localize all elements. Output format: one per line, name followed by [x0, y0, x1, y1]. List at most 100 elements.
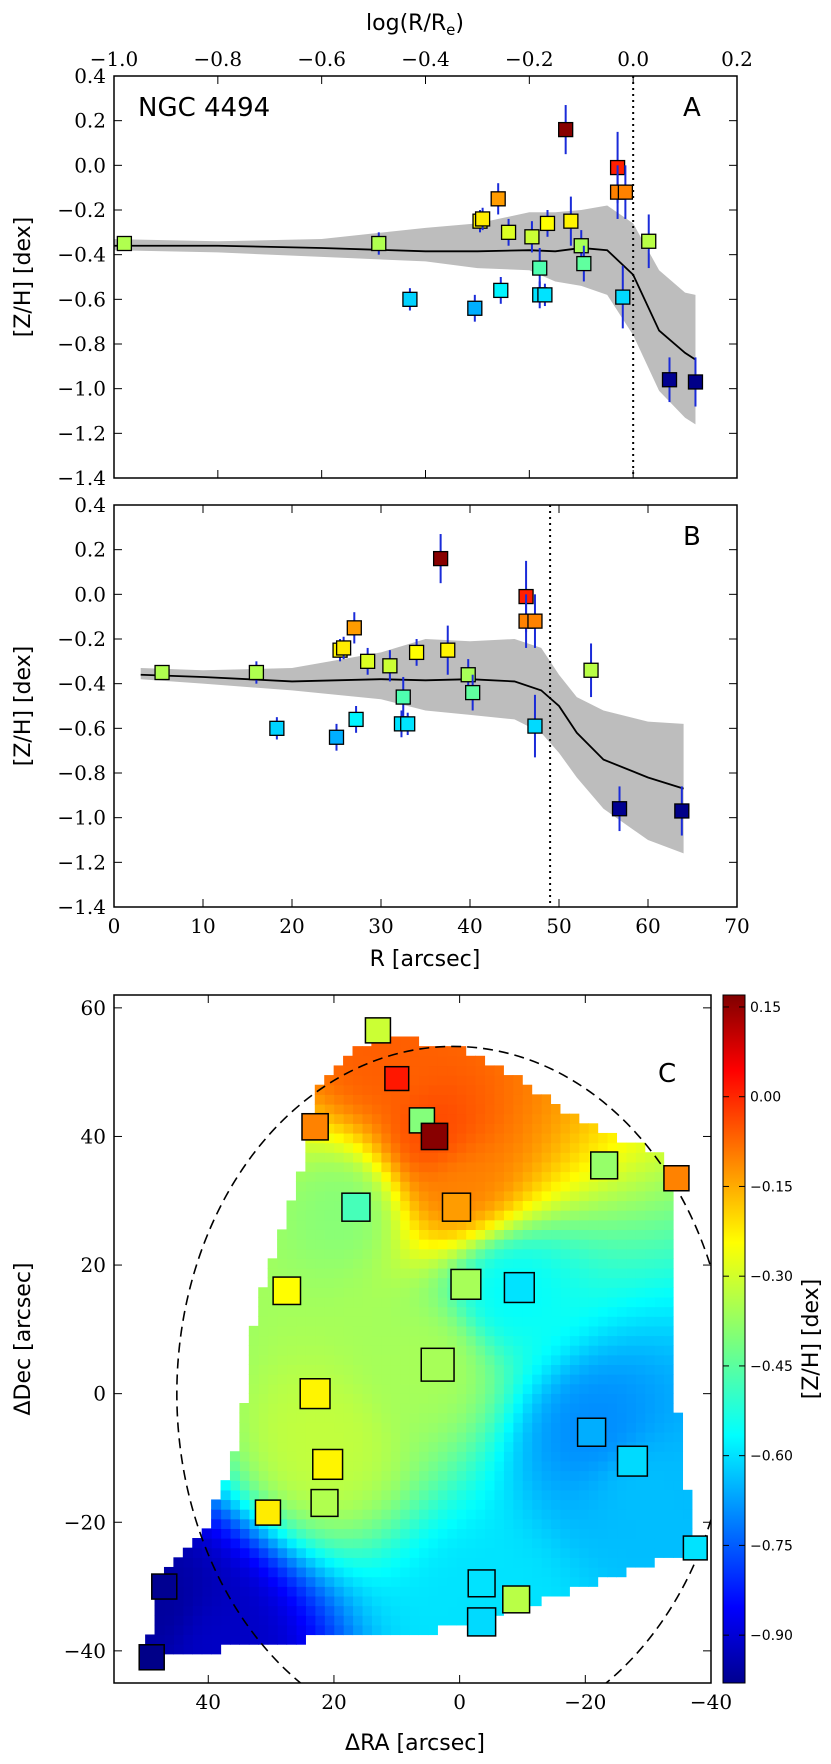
- heatmap-cell: [465, 1383, 476, 1394]
- heatmap-cell: [541, 1374, 552, 1385]
- heatmap-cell: [597, 1383, 608, 1394]
- heatmap-cell: [531, 1412, 542, 1423]
- heatmap-cell: [550, 1383, 561, 1394]
- heatmap-cell: [333, 1335, 344, 1346]
- data-point: [558, 105, 574, 155]
- heatmap-cell: [324, 1547, 335, 1558]
- heatmap-cell: [654, 1509, 665, 1520]
- heatmap-cell: [522, 1538, 533, 1549]
- heatmap-cell: [475, 1258, 486, 1269]
- heatmap-cell: [286, 1412, 297, 1423]
- heatmap-cell: [333, 1316, 344, 1327]
- heatmap-cell: [493, 1161, 504, 1173]
- heatmap-cell: [456, 1296, 467, 1308]
- heatmap-cell: [343, 1480, 354, 1491]
- heatmap-cell: [333, 1615, 344, 1626]
- heatmap-cell: [654, 1460, 665, 1472]
- heatmap-cell: [559, 1171, 570, 1182]
- heatmap-cell: [550, 1104, 561, 1115]
- heatmap-cell: [267, 1441, 278, 1452]
- heatmap-cell: [597, 1451, 608, 1462]
- colorbar-tick-label: −0.30: [750, 1269, 793, 1285]
- heatmap-cell: [277, 1393, 288, 1404]
- heatmap-cell: [672, 1441, 684, 1452]
- heatmap-cell: [390, 1296, 401, 1308]
- heatmap-cell: [465, 1480, 476, 1491]
- heatmap-cell: [465, 1132, 476, 1144]
- heatmap-cell: [465, 1345, 476, 1356]
- heatmap-cell: [305, 1161, 316, 1173]
- panel-b: 0 10 20 30 40 50 60 70−1.4−1.2−1.0−0.8−0.6−0.4−…: [11, 493, 750, 972]
- heatmap-cell: [314, 1277, 325, 1288]
- heatmap-cell: [616, 1325, 627, 1337]
- heatmap-cell: [305, 1624, 316, 1636]
- heatmap-cell: [286, 1354, 297, 1366]
- heatmap-cell: [267, 1393, 278, 1404]
- heatmap-cell: [182, 1557, 193, 1568]
- heatmap-cell: [371, 1383, 382, 1394]
- heatmap-cell: [409, 1393, 420, 1404]
- heatmap-cell: [578, 1325, 589, 1337]
- heatmap-cell: [277, 1595, 288, 1607]
- heatmap-cell: [380, 1402, 391, 1414]
- data-point: [346, 612, 362, 644]
- heatmap-cell: [343, 1586, 354, 1597]
- heatmap-cell: [343, 1374, 354, 1385]
- heatmap-cell: [418, 1229, 429, 1240]
- data-point: [402, 288, 418, 311]
- heatmap-cell: [409, 1171, 420, 1182]
- heatmap-cell: [475, 1248, 486, 1259]
- heatmap-cell: [418, 1296, 429, 1308]
- heatmap-cell: [295, 1547, 306, 1558]
- heatmap-cell: [239, 1489, 250, 1501]
- heatmap-cell: [220, 1538, 231, 1549]
- point-marker: [402, 291, 418, 307]
- heatmap-cell: [173, 1634, 184, 1645]
- y-tick-label: −0.2: [57, 627, 106, 651]
- heatmap-cell: [616, 1402, 627, 1414]
- heatmap-cell: [559, 1142, 570, 1153]
- heatmap-cell: [512, 1142, 523, 1153]
- heatmap-cell: [512, 1258, 523, 1269]
- heatmap-cell: [654, 1489, 665, 1501]
- heatmap-cell: [559, 1422, 570, 1433]
- heatmap-cell: [333, 1325, 344, 1337]
- heatmap-cell: [465, 1412, 476, 1423]
- heatmap-cell: [597, 1287, 608, 1298]
- heatmap-cell: [644, 1451, 655, 1462]
- heatmap-cell: [333, 1113, 344, 1124]
- heatmap-cell: [616, 1316, 627, 1327]
- heatmap-cell: [352, 1171, 363, 1182]
- heatmap-cell: [588, 1123, 599, 1134]
- heatmap-cell: [286, 1422, 297, 1433]
- heatmap-cell: [211, 1538, 222, 1549]
- heatmap-cell: [456, 1480, 467, 1491]
- heatmap-cell: [541, 1316, 552, 1327]
- heatmap-cell: [446, 1383, 457, 1394]
- heatmap-cell: [503, 1152, 514, 1163]
- heatmap-cell: [616, 1287, 627, 1298]
- heatmap-cell: [503, 1335, 514, 1346]
- heatmap-cell: [672, 1547, 684, 1558]
- heatmap-cell: [427, 1393, 438, 1404]
- heatmap-cell: [380, 1412, 391, 1423]
- heatmap-cell: [418, 1046, 429, 1057]
- heatmap-cell: [625, 1345, 636, 1356]
- heatmap-cell: [390, 1451, 401, 1462]
- heatmap-cell: [644, 1296, 655, 1308]
- top-xlabel-close: ): [455, 11, 464, 36]
- heatmap-cell: [456, 1489, 467, 1501]
- heatmap-cell: [456, 1364, 467, 1375]
- data-point: [490, 183, 506, 215]
- heatmap-cell: [333, 1480, 344, 1491]
- heatmap-cell: [277, 1374, 288, 1385]
- heatmap-cell: [484, 1132, 495, 1144]
- heatmap-cell: [465, 1161, 476, 1173]
- heatmap-cell: [343, 1335, 354, 1346]
- heatmap-cell: [361, 1364, 372, 1375]
- heatmap-cell: [390, 1190, 401, 1202]
- heatmap-cell: [578, 1248, 589, 1259]
- map-point-marker: [138, 1644, 165, 1671]
- heatmap-cell: [380, 1306, 391, 1317]
- heatmap-cell: [409, 1094, 420, 1105]
